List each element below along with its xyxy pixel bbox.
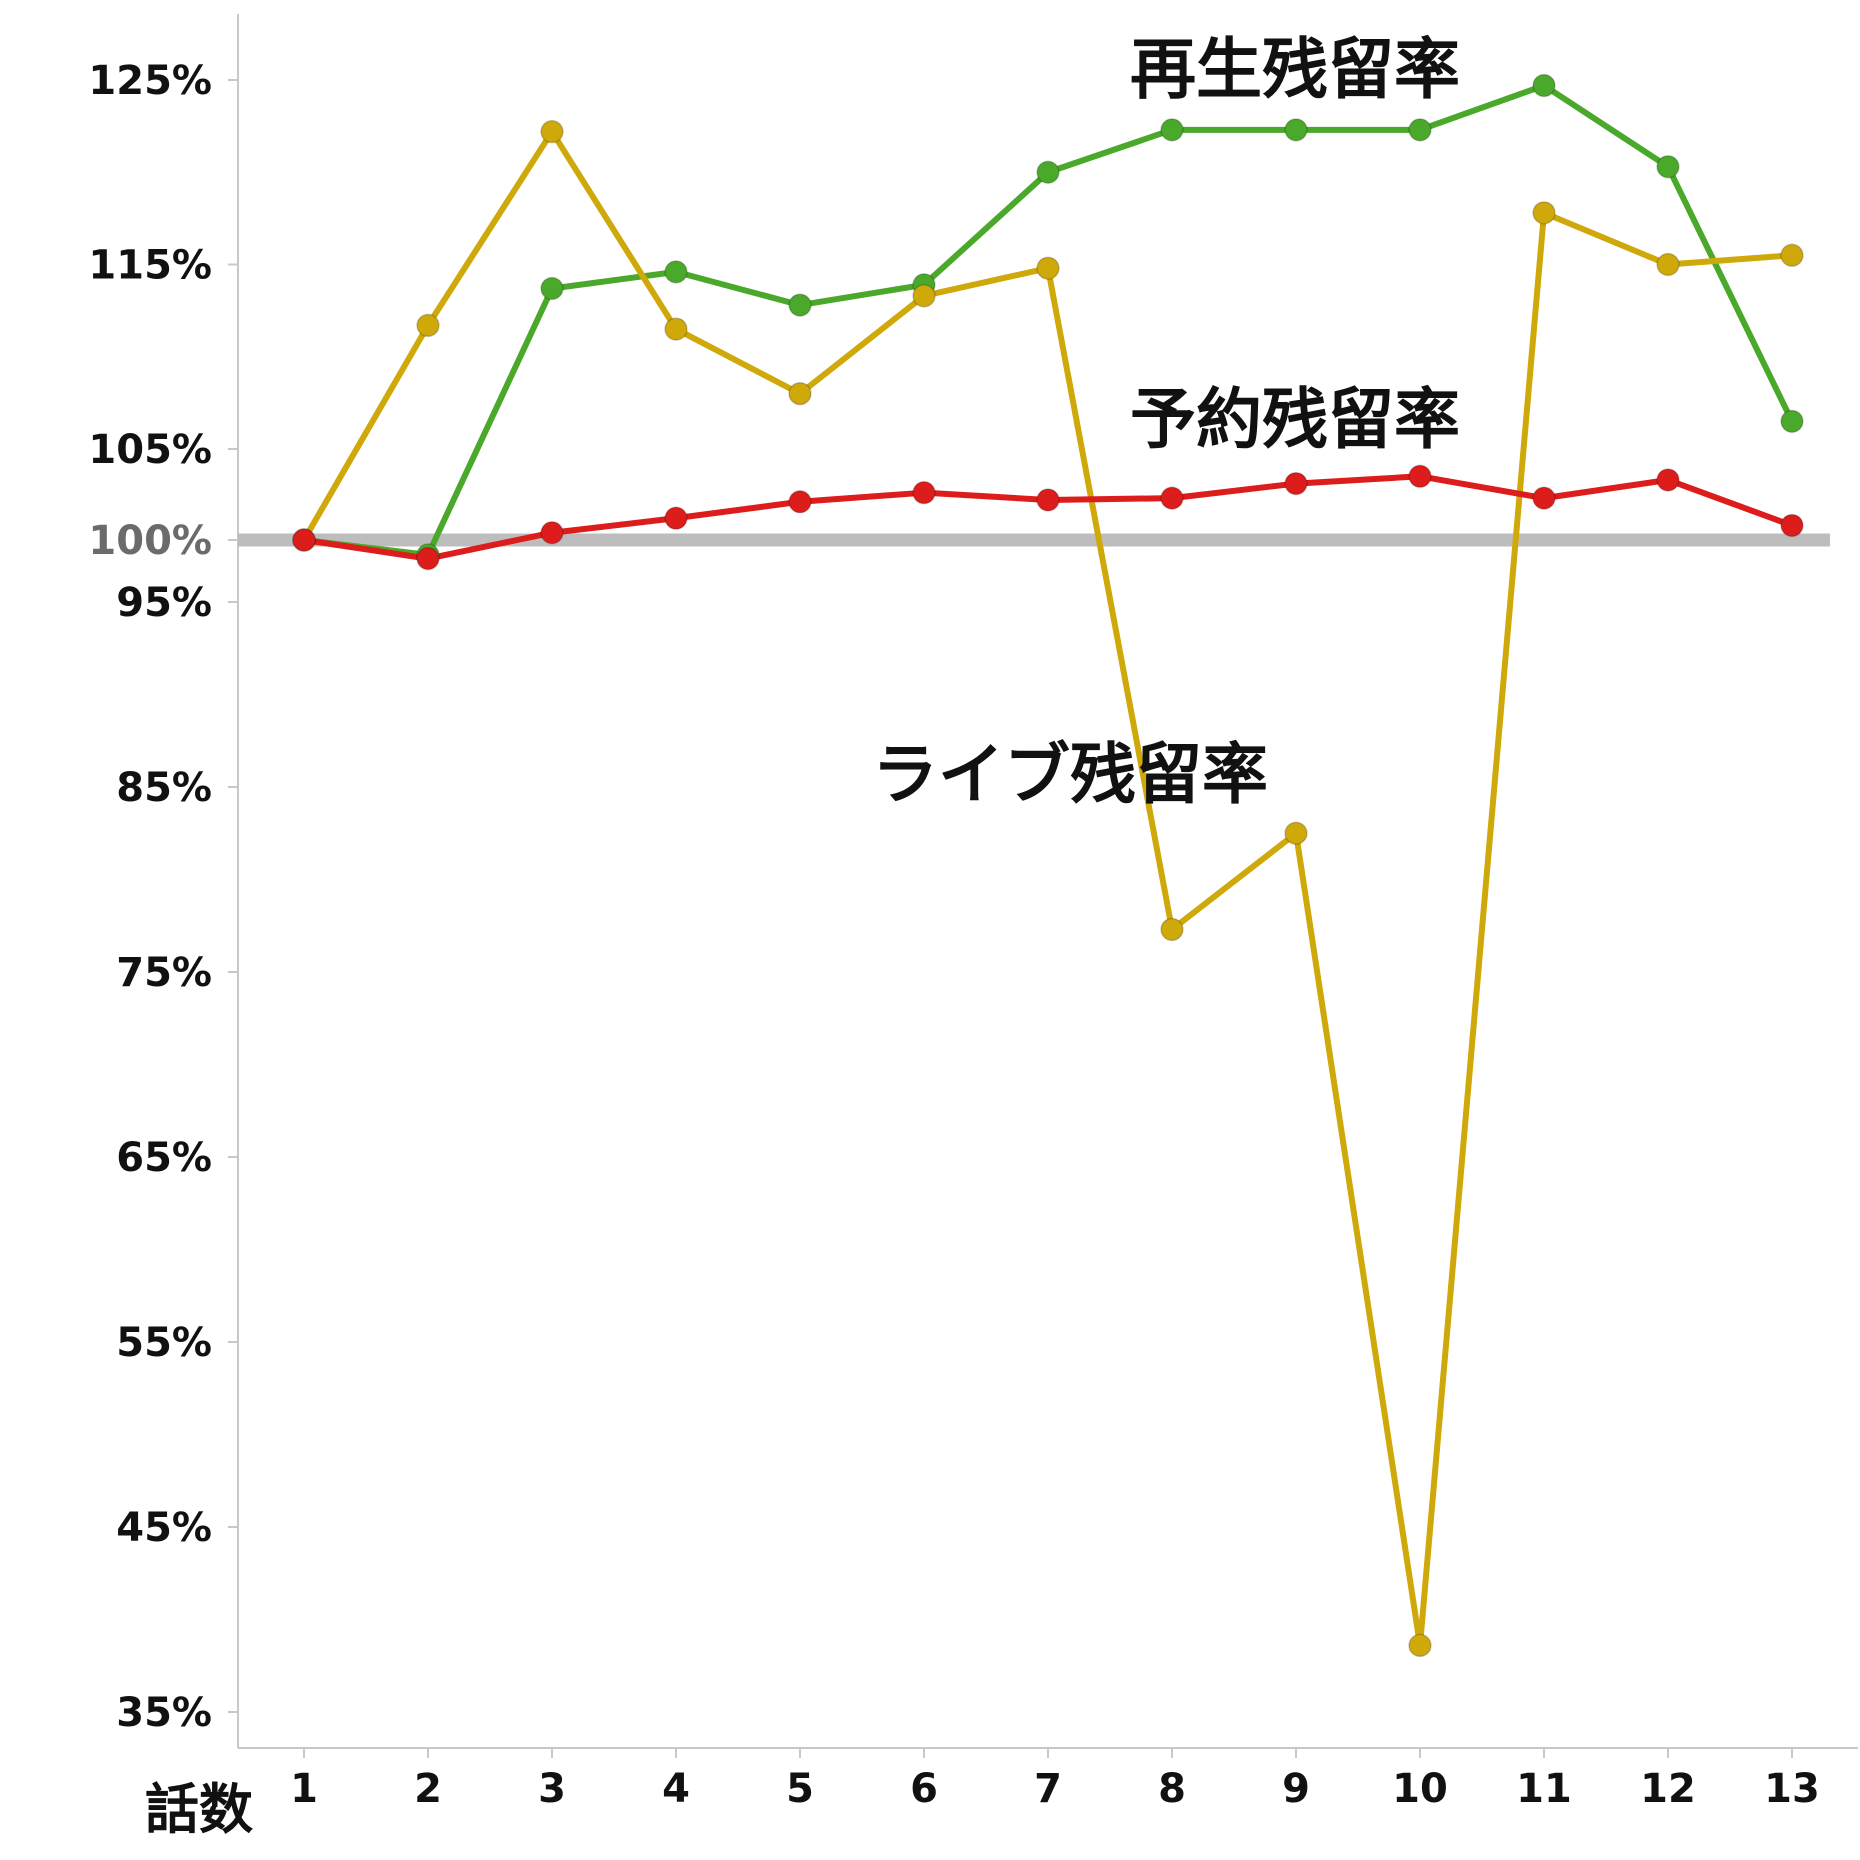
data-point-playback — [788, 293, 812, 317]
y-tick-label: 95% — [116, 580, 212, 626]
series-line-playback — [301, 82, 1795, 558]
data-point-reservation — [292, 528, 316, 552]
x-tick-label: 2 — [414, 1766, 442, 1812]
data-point-reservation — [788, 490, 812, 514]
data-point-playback — [1656, 154, 1680, 179]
data-point-playback — [1780, 409, 1804, 434]
data-point-playback — [1036, 160, 1060, 184]
x-tick-label: 6 — [910, 1766, 938, 1812]
x-tick-label: 5 — [786, 1766, 814, 1812]
data-point-reservation — [1408, 464, 1432, 489]
data-point-reservation — [1780, 513, 1804, 538]
series-line-live — [301, 128, 1795, 1649]
x-tick-label: 1 — [290, 1766, 318, 1812]
x-tick-label: 4 — [662, 1766, 690, 1812]
y-tick-label: 85% — [116, 765, 212, 811]
data-point-live — [1780, 243, 1804, 268]
data-point-live — [1284, 821, 1308, 845]
y-tick-label: 105% — [88, 427, 212, 473]
y-tick-label: 35% — [116, 1690, 212, 1736]
x-tick-label: 8 — [1158, 1766, 1186, 1812]
y-tick-label: 115% — [88, 243, 212, 289]
series-label-reservation: 予約残留率 — [1130, 381, 1460, 458]
data-point-reservation — [912, 480, 936, 505]
data-point-reservation — [1532, 486, 1556, 510]
series-lines — [301, 82, 1795, 1649]
series-label-live: ライブ残留率 — [872, 736, 1268, 813]
data-point-playback — [1160, 118, 1184, 142]
data-point-live — [540, 119, 564, 144]
x-tick-label: 11 — [1516, 1766, 1572, 1812]
y-tick-label: 100% — [88, 518, 212, 564]
x-tick-label: 13 — [1764, 1766, 1820, 1812]
data-point-reservation — [1656, 468, 1680, 492]
data-point-reservation — [664, 506, 688, 530]
data-point-live — [1408, 1633, 1432, 1658]
data-point-reservation — [1160, 486, 1184, 510]
x-ticks: 1 2 3 4 5 6 7 8 9 10 11 12 13 — [290, 1748, 1820, 1812]
series-points — [292, 73, 1804, 1658]
data-point-live — [788, 381, 812, 406]
x-tick-label: 12 — [1640, 1766, 1696, 1812]
x-tick-label: 7 — [1034, 1766, 1062, 1812]
data-point-playback — [664, 260, 688, 284]
data-point-playback — [1532, 73, 1556, 98]
x-tick-label: 9 — [1282, 1766, 1310, 1812]
data-point-live — [1532, 201, 1556, 225]
data-point-playback — [1284, 118, 1308, 142]
x-tick-label: 3 — [538, 1766, 566, 1812]
data-point-live — [1036, 256, 1060, 280]
data-point-live — [1160, 917, 1184, 942]
data-point-reservation — [416, 546, 440, 571]
x-tick-label: 10 — [1392, 1766, 1448, 1812]
data-point-reservation — [1036, 488, 1060, 512]
series-label-playback: 再生残留率 — [1130, 31, 1460, 108]
y-tick-label: 55% — [116, 1320, 212, 1366]
data-point-live — [664, 317, 688, 341]
x-axis-label: 話数 — [145, 1778, 253, 1841]
y-tick-label: 45% — [116, 1505, 212, 1551]
y-ticks: 35% 45% 55% 65% 75% 85% 95% 100% 105% 115% 125% — [88, 58, 238, 1736]
data-point-live — [912, 284, 936, 308]
data-point-playback — [1408, 118, 1432, 142]
data-point-playback — [540, 276, 564, 301]
y-tick-label: 65% — [116, 1135, 212, 1181]
data-point-reservation — [540, 520, 564, 545]
y-tick-label: 75% — [116, 950, 212, 996]
y-tick-label: 125% — [88, 58, 212, 104]
data-point-reservation — [1284, 471, 1308, 496]
data-point-live — [416, 313, 440, 338]
data-point-live — [1656, 252, 1680, 277]
